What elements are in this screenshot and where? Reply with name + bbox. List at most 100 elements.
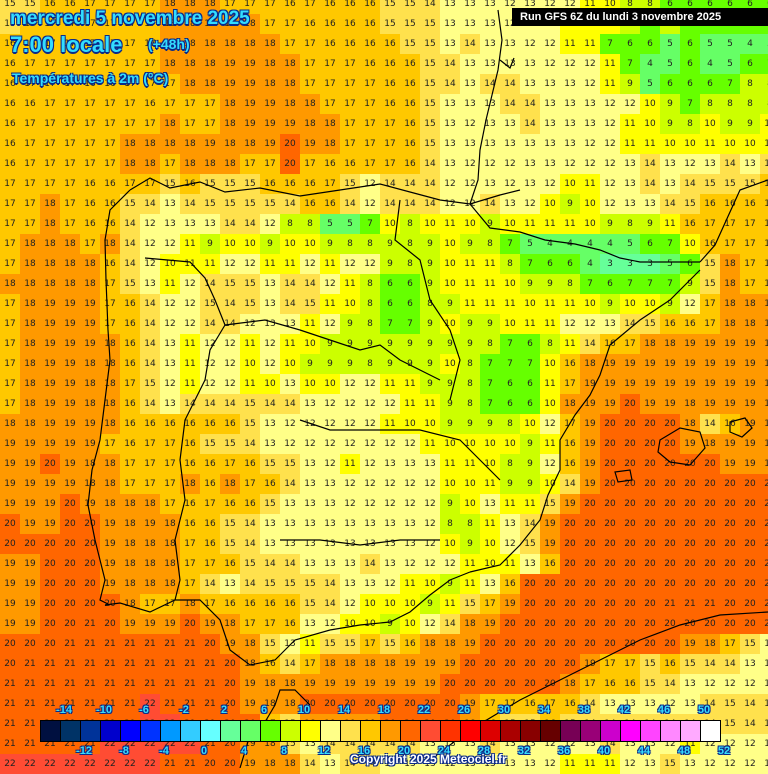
temperature-value: 17 (4, 339, 16, 349)
temperature-value: 15 (764, 699, 768, 709)
map-cell (240, 154, 260, 174)
temperature-value: 8 (447, 519, 453, 529)
temperature-value: 21 (124, 679, 136, 689)
temperature-value: 12 (504, 159, 516, 169)
map-cell (300, 114, 320, 134)
temperature-value: 20 (764, 559, 768, 569)
temperature-value: 10 (444, 279, 456, 289)
temperature-value: 17 (24, 199, 36, 209)
temperature-value: 14 (284, 279, 296, 289)
temperature-value: 13 (504, 39, 516, 49)
temperature-value: 17 (324, 79, 336, 89)
temperature-value: 10 (544, 399, 556, 409)
temperature-value: 19 (204, 619, 216, 629)
temperature-value: 14 (424, 199, 436, 209)
temperature-value: 8 (467, 379, 473, 389)
temperature-value: 18 (24, 299, 36, 309)
temperature-value: 18 (24, 359, 36, 369)
temperature-value: 17 (264, 619, 276, 629)
temperature-value: 19 (224, 79, 236, 89)
temperature-value: 9 (427, 239, 433, 249)
map-cell (20, 174, 40, 194)
legend-label-top: 22 (417, 704, 431, 716)
temperature-value: 19 (764, 419, 768, 429)
temperature-value: 15 (704, 279, 716, 289)
temperature-value: 16 (84, 219, 96, 229)
temperature-value: 11 (564, 299, 576, 309)
map-cell (0, 0, 20, 14)
temperature-value: 7 (387, 319, 393, 329)
temperature-value: 17 (64, 119, 76, 129)
temperature-value: 15 (384, 639, 396, 649)
temperature-value: 11 (604, 79, 616, 89)
temperature-value: 4 (587, 259, 593, 269)
temperature-value: 18 (284, 759, 296, 769)
temperature-value: 5 (647, 79, 653, 89)
map-cell (400, 154, 420, 174)
temperature-value: 19 (324, 679, 336, 689)
temperature-value: 10 (444, 259, 456, 269)
map-cell (0, 134, 20, 154)
map-cell (140, 154, 160, 174)
temperature-value: 12 (584, 319, 596, 329)
temperature-value: 9 (347, 359, 353, 369)
temperature-value: 13 (664, 159, 676, 169)
temperature-value: 20 (604, 419, 616, 429)
temperature-value: 15 (304, 599, 316, 609)
temperature-value: 20 (284, 139, 296, 149)
map-cell (700, 134, 720, 154)
temperature-value: 16 (404, 639, 416, 649)
temperature-value: 17 (304, 159, 316, 169)
temperature-value: 10 (244, 239, 256, 249)
temperature-value: 16 (724, 199, 736, 209)
temperature-value: 14 (444, 59, 456, 69)
map-cell (500, 74, 520, 94)
temperature-value: 8 (707, 99, 713, 109)
temperature-value: 17 (304, 659, 316, 669)
temperature-value: 12 (224, 259, 236, 269)
temperature-value: 20 (564, 539, 576, 549)
temperature-value: 20 (664, 459, 676, 469)
map-cell (420, 0, 440, 14)
temperature-value: 16 (504, 579, 516, 589)
temperature-value: 18 (104, 359, 116, 369)
temperature-value: 5 (667, 59, 673, 69)
temperature-value: 18 (264, 59, 276, 69)
temperature-value: 19 (704, 339, 716, 349)
temperature-value: 20 (604, 439, 616, 449)
temperature-value: 20 (4, 519, 16, 529)
temperature-value: 19 (24, 439, 36, 449)
map-cell (280, 0, 300, 14)
temperature-value: 14 (464, 39, 476, 49)
map-cell (680, 134, 700, 154)
color-swatch (281, 721, 301, 741)
map-cell (520, 54, 540, 74)
map-cell (340, 114, 360, 134)
temperature-value: 20 (184, 619, 196, 629)
temperature-value: 15 (704, 259, 716, 269)
temperature-value: 18 (764, 299, 768, 309)
temperature-value: 21 (24, 719, 36, 729)
map-cell (420, 14, 440, 34)
temperature-value: 14 (144, 359, 156, 369)
temperature-value: 15 (524, 539, 536, 549)
temperature-value: 18 (224, 119, 236, 129)
temperature-value: 12 (604, 159, 616, 169)
temperature-value: 21 (184, 759, 196, 769)
temperature-value: 15 (764, 719, 768, 729)
temperature-value: 15 (244, 399, 256, 409)
temperature-value: 16 (284, 599, 296, 609)
map-cell (420, 114, 440, 134)
temperature-value: 10 (404, 419, 416, 429)
temperature-value: 16 (404, 119, 416, 129)
temperature-value: 8 (367, 299, 373, 309)
color-swatch (381, 721, 401, 741)
temperature-value: 13 (524, 139, 536, 149)
temperature-value: 19 (584, 399, 596, 409)
temperature-value: 18 (224, 159, 236, 169)
temperature-value: 20 (624, 579, 636, 589)
temperature-value: 16 (344, 19, 356, 29)
temperature-value: 11 (424, 439, 436, 449)
temperature-value: 11 (624, 119, 636, 129)
temperature-value: 15 (164, 179, 176, 189)
